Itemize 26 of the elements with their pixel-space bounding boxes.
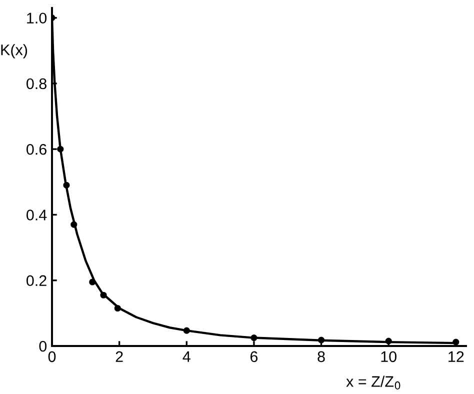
- y-tick-label: 0: [39, 340, 47, 352]
- x-tick-label: 12: [448, 351, 464, 362]
- point: [63, 182, 70, 188]
- x-tick-label: 10: [381, 351, 396, 362]
- y-tick-label: 0.2: [26, 275, 46, 286]
- point: [385, 338, 392, 344]
- point: [250, 334, 258, 342]
- point: [70, 221, 78, 228]
- y-tick-label: 0.8: [26, 78, 46, 90]
- x-tick-label: 2: [116, 351, 123, 362]
- x-tick-label: 0: [48, 351, 56, 362]
- x-tick-label: 6: [250, 351, 258, 362]
- point: [89, 278, 96, 286]
- point: [318, 336, 325, 344]
- point: [183, 327, 190, 334]
- point: [57, 146, 64, 152]
- point: [114, 304, 121, 312]
- x-tick-label: 8: [318, 351, 325, 362]
- point: [452, 338, 460, 346]
- y-tick-label: 1.0: [27, 12, 47, 24]
- point: [100, 292, 107, 298]
- y-tick-label: 0.6: [26, 144, 46, 155]
- x-tick-label: 4: [182, 351, 190, 362]
- y-axis-title: K(x): [1, 44, 28, 58]
- x-axis-title: x = Z/Z$_{0}$: [346, 376, 400, 390]
- y-tick-label: 0.4: [26, 210, 47, 220]
